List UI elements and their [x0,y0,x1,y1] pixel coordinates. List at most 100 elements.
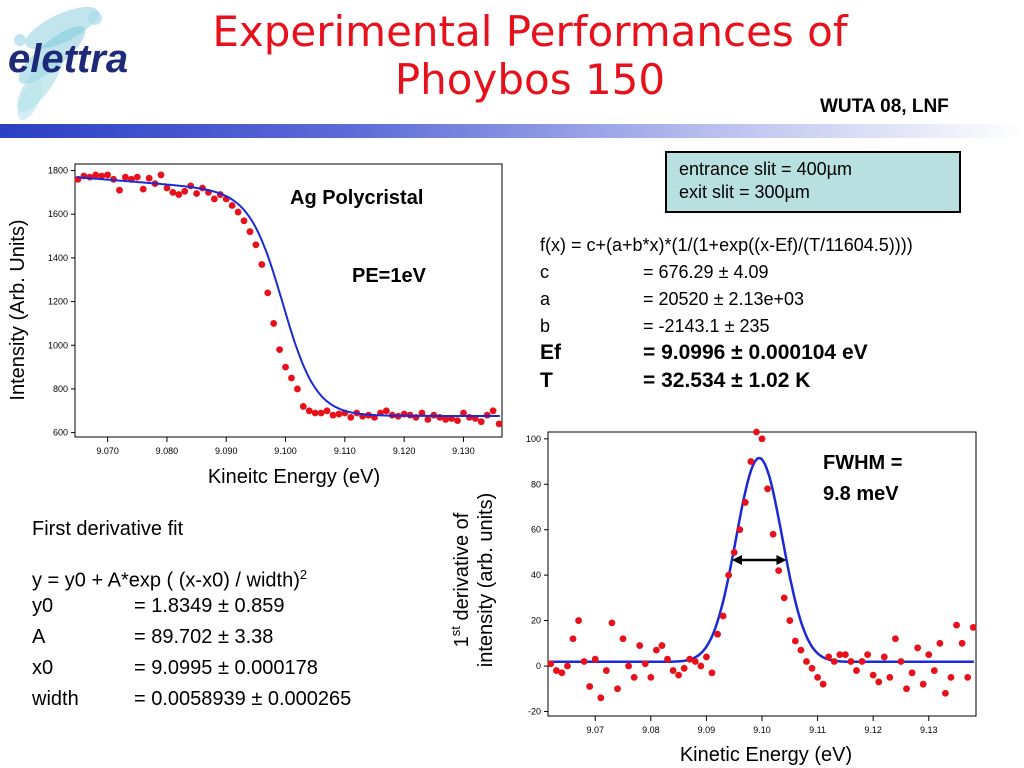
y-tick-label: 1200 [48,297,68,307]
data-point [293,385,301,393]
data-point [169,188,177,196]
data-point [564,662,571,670]
data-point [969,623,977,631]
derivative-fit-heading: First derivative fit [32,518,184,540]
chart1-y-axis-label: Intensity (Arb. Units) [7,219,29,400]
data-point [875,678,883,686]
param-name: width [32,688,79,710]
param-name: y0 [32,595,54,617]
y-tick-label: 40 [531,570,541,580]
data-point [791,637,799,645]
param-name: a [540,289,551,309]
y-tick-label: 1800 [48,166,68,176]
data-point [586,683,594,690]
data-point [758,435,766,443]
x-tick-label: 9.11 [809,725,826,735]
data-point [329,411,337,419]
data-point [847,658,855,665]
data-point [575,617,582,624]
data-point [853,667,860,674]
chart2-y-axis-label-line1: 1st derivative of [448,512,473,647]
data-point [964,673,972,681]
title-line-1: Experimental Performances of [212,7,848,56]
data-point [193,190,200,197]
data-point [335,410,343,418]
chart1-frame [74,163,503,438]
param-value: = 0.0058939 ± 0.000265 [134,688,352,710]
data-point [897,658,905,665]
param-name: c [540,262,549,282]
data-point [181,187,189,195]
formula-exponent: 2 [299,567,308,582]
y-tick-label: -20 [528,706,541,716]
data-point [145,174,153,182]
data-point [880,653,888,661]
data-point [382,407,390,415]
data-point [276,346,284,354]
data-point [619,635,627,643]
chart1-title: Ag Polycristal [290,187,423,209]
data-point [736,526,744,534]
data-point [157,171,165,179]
y-tick-label: 1600 [48,209,68,219]
data-point [602,667,610,674]
y-tick-label: 80 [531,479,541,489]
chart2-y-axis-label-line2: intensity (arb. units) [475,493,497,668]
x-tick-label: 9.12 [864,725,882,735]
param-name: Ef [540,341,561,364]
data-point [591,655,599,663]
data-point [780,594,788,602]
data-point [264,289,272,297]
data-point [908,669,916,677]
data-point [925,651,933,659]
x-tick-label: 9.07 [586,725,604,735]
data-point [919,680,927,688]
data-point [892,635,899,643]
data-point [625,662,632,670]
data-point [775,567,783,574]
data-point [664,655,671,663]
data-point [418,409,426,417]
data-point [869,671,877,679]
data-point [825,653,833,661]
param-name: A [32,626,46,648]
data-point [608,619,616,627]
chart1-data-points [74,171,503,428]
fwhm-label-line1: FWHM = [823,452,902,474]
data-point [697,662,705,670]
y-tick-label: 100 [526,434,541,444]
data-point [580,658,588,665]
fwhm-arrow-head-right [776,554,787,565]
data-point [719,612,727,620]
param-name: b [540,316,551,336]
param-value: = 20520 ± 2.13e+03 [643,289,805,309]
data-point [234,208,242,216]
data-point [930,667,938,674]
fermi-fit-formula: f(x) = c+(a+b*x)*(1/(1+exp((x-Ef)/(T/116… [540,235,913,255]
data-point [299,403,307,410]
x-tick-label: 9.10 [753,725,771,735]
param-value: = 1.8349 ± 0.859 [134,595,285,617]
data-point [942,689,949,697]
data-point [764,485,771,493]
ylabel-main: 1 [451,636,473,647]
chart1-fit-curve [77,176,500,417]
param-name: x0 [32,657,54,679]
data-point [547,660,555,668]
title-line-2: Phoybos 150 [394,55,666,104]
data-point [636,642,644,649]
param-value: = 676.29 ± 4.09 [643,262,769,282]
data-point [98,172,106,180]
data-point [786,617,794,624]
data-point [686,655,694,663]
data-point [139,185,147,193]
data-point [323,407,331,415]
data-point [947,673,955,681]
data-point [858,658,866,665]
data-point [133,173,141,181]
data-point [347,413,355,421]
derivative-chart: -20 0 20 40 60 80 100 9.07 9.08 9.09 9.10 9.11 9.12… [448,428,977,766]
param-name: T [540,369,553,392]
data-point [797,646,805,654]
derivative-fit-block: First derivative fit y = y0 + A*exp ( (x… [32,514,432,714]
